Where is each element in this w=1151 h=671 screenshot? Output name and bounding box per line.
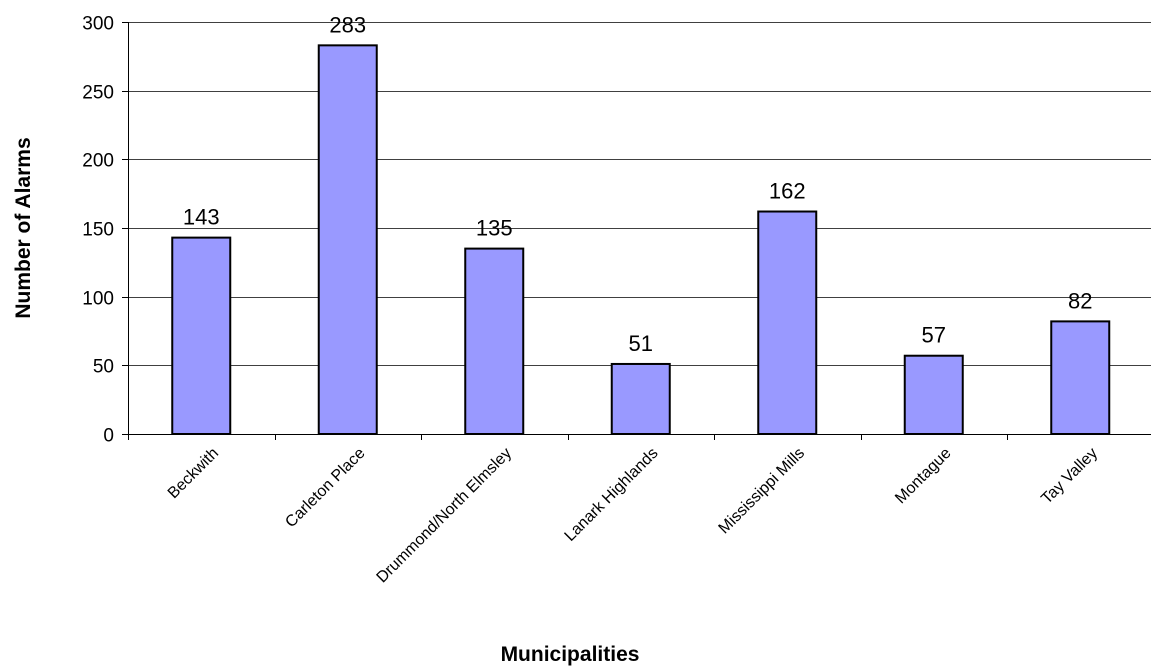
data-label: 51 <box>629 331 653 356</box>
y-tick-label: 0 <box>103 426 114 447</box>
bar <box>171 236 232 435</box>
y-tick-label: 50 <box>93 357 114 378</box>
y-tick-label: 300 <box>82 14 114 35</box>
y-tick-label: 100 <box>82 289 114 310</box>
x-axis-title: Municipalities <box>501 643 640 666</box>
x-tick-label: Mississippi Mills <box>716 445 808 537</box>
bar <box>757 210 818 435</box>
data-labels: 143 283 135 51 162 57 82 <box>183 12 1093 356</box>
bar <box>903 354 964 435</box>
y-tick-label: 250 <box>82 83 114 104</box>
bar <box>1050 320 1111 435</box>
bar <box>610 362 671 435</box>
x-tick-label: Drummond/North Elmsley <box>374 445 516 587</box>
x-tick-label: Tay Valley <box>1038 445 1101 508</box>
x-tick-label: Montague <box>892 445 954 507</box>
y-tick-labels: 0 50 100 150 200 250 300 <box>82 14 114 447</box>
x-tick-label: Beckwith <box>165 445 222 502</box>
bars <box>171 44 1111 435</box>
bar <box>464 247 525 435</box>
y-tick-label: 200 <box>82 151 114 172</box>
data-label: 283 <box>329 12 366 37</box>
gridlines <box>128 22 1151 366</box>
data-label: 57 <box>922 323 946 348</box>
data-label: 135 <box>476 216 513 241</box>
data-label: 82 <box>1068 288 1092 313</box>
x-tick-label: Lanark Highlands <box>562 445 662 545</box>
y-axis-title: Number of Alarms <box>12 137 35 318</box>
y-tick-label: 150 <box>82 220 114 241</box>
bar <box>317 44 378 435</box>
x-tick-labels: Beckwith Carleton Place Drummond/North Elm… <box>165 445 1101 587</box>
data-label: 162 <box>769 179 806 204</box>
data-label: 143 <box>183 205 220 230</box>
x-tick-label: Carleton Place <box>282 445 368 531</box>
